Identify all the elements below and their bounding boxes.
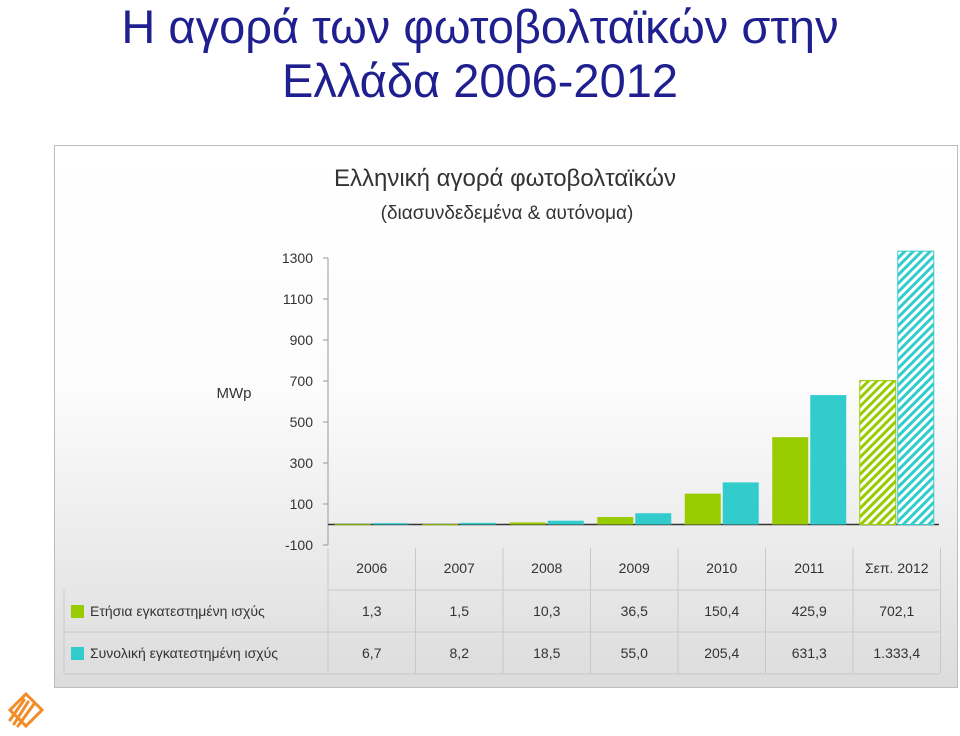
bar-annual [422,524,459,526]
y-tick-label: 1100 [283,291,313,307]
data-label: 10,3 [533,603,560,619]
bar-annual [772,437,809,525]
data-label: 55,0 [621,645,648,661]
y-tick-label: 1300 [282,250,313,266]
chart-title: Ελληνική αγορά φωτοβολταϊκών [334,165,676,192]
x-tick-label: 2008 [531,560,562,576]
bar-cumulative [897,250,935,525]
data-label: 1,5 [450,603,470,619]
bar-annual [684,493,721,525]
bar-annual [859,380,897,525]
slide-title: Η αγορά των φωτοβολταϊκών στην Ελλάδα 20… [0,0,960,108]
y-tick-label: 100 [290,496,314,512]
y-tick-label: 300 [290,455,314,471]
y-axis-label: MWp [217,385,252,402]
x-tick-label: 2011 [794,560,824,576]
bar-cumulative [635,513,672,525]
data-label: 1.333,4 [873,645,920,661]
data-label: 18,5 [533,645,560,661]
data-label: 702,1 [879,603,914,619]
data-label: 425,9 [792,603,827,619]
chart-subtitle: (διασυνδεδεμένα & αυτόνομα) [381,203,634,224]
bar-annual [597,517,634,525]
y-tick-label: 900 [290,332,314,348]
bar-cumulative [547,520,584,525]
data-label: 631,3 [792,645,827,661]
x-tick-label: Σεπ. 2012 [865,560,929,576]
x-tick-label: 2009 [619,560,650,576]
slide-title-line2: Ελλάδα 2006-2012 [282,54,678,107]
legend-label: Συνολική εγκατεστημένη ισχύς [90,645,278,661]
data-label: 8,2 [450,645,470,661]
bar-annual [509,522,546,525]
x-tick-label: 2006 [356,560,387,576]
x-tick-label: 2007 [444,560,475,576]
bar-cumulative [722,482,759,525]
data-label: 205,4 [704,645,739,661]
legend-swatch [71,605,84,618]
bar-cumulative [460,522,497,525]
bar-cumulative [372,523,409,525]
x-tick-label: 2010 [706,560,737,576]
slide-title-line1: Η αγορά των φωτοβολταϊκών στην [121,0,839,53]
chart-frame [54,145,958,688]
data-label: 1,3 [362,603,382,619]
bar-cumulative [810,395,847,525]
y-tick-label: -100 [285,537,313,553]
data-label: 150,4 [704,603,739,619]
logo-icon [6,690,46,730]
data-label: 6,7 [362,645,382,661]
y-tick-label: 700 [290,373,314,389]
legend-label: Ετήσια εγκατεστημένη ισχύς [90,603,265,619]
legend-swatch [71,647,84,660]
data-label: 36,5 [621,603,648,619]
y-tick-label: 500 [290,414,314,430]
bar-annual [334,524,371,526]
